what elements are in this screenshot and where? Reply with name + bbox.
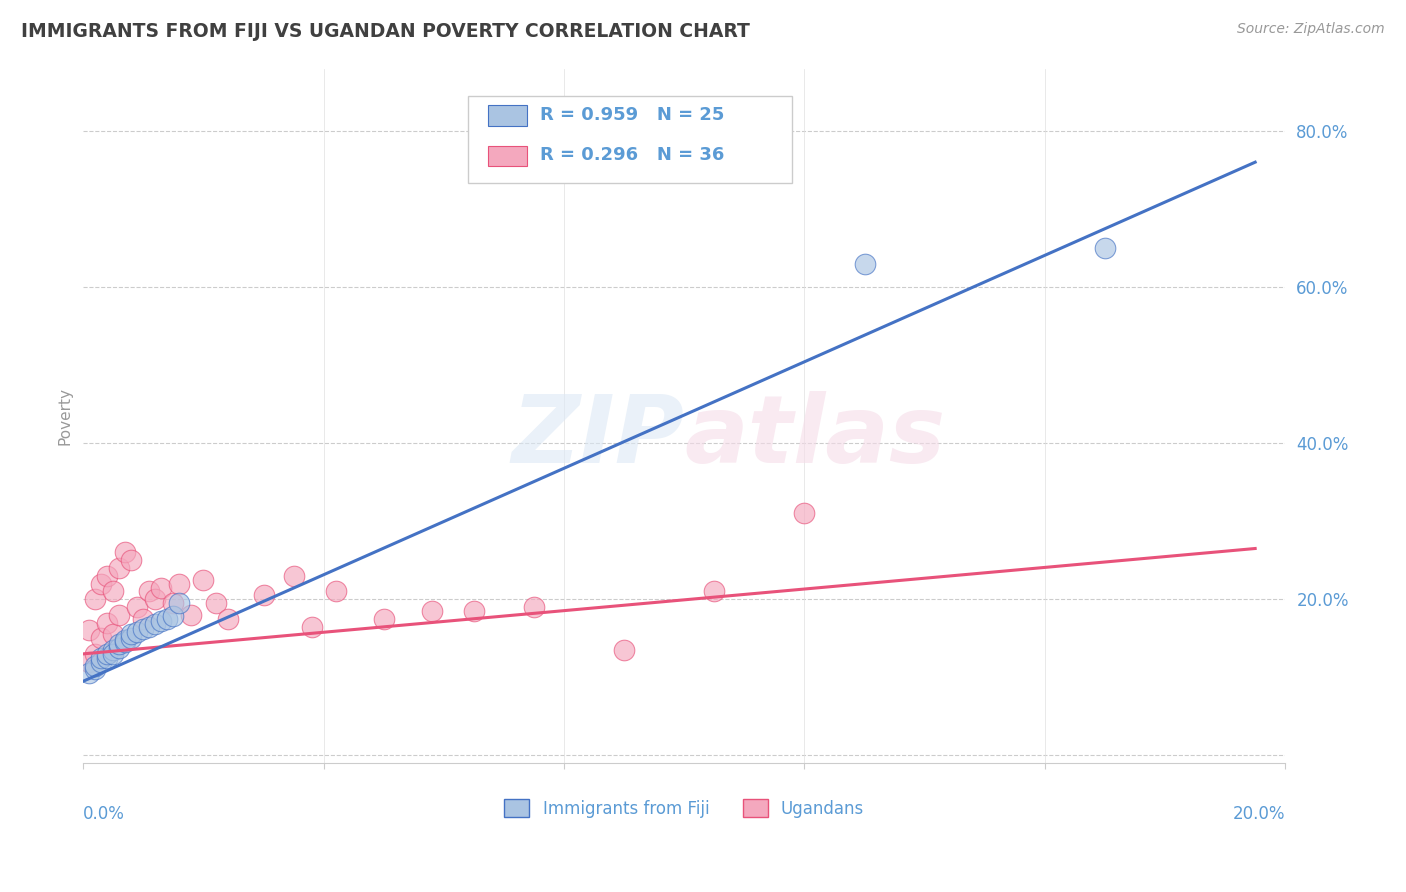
Point	[90, 576, 112, 591]
Point	[114, 545, 136, 559]
Point	[180, 607, 202, 622]
Point	[132, 622, 155, 636]
Point	[204, 596, 226, 610]
Point	[150, 614, 173, 628]
Point	[108, 638, 131, 652]
Text: R = 0.296   N = 36: R = 0.296 N = 36	[540, 146, 724, 164]
Point	[217, 612, 239, 626]
Point	[96, 569, 118, 583]
Text: Source: ZipAtlas.com: Source: ZipAtlas.com	[1237, 22, 1385, 37]
Point	[463, 604, 485, 618]
Point	[96, 647, 118, 661]
Point	[523, 600, 546, 615]
FancyBboxPatch shape	[488, 145, 527, 167]
Point	[103, 647, 125, 661]
Point	[79, 655, 101, 669]
Point	[252, 588, 274, 602]
Point	[114, 632, 136, 647]
Y-axis label: Poverty: Poverty	[58, 387, 72, 445]
FancyBboxPatch shape	[488, 105, 527, 126]
FancyBboxPatch shape	[468, 96, 793, 183]
Point	[108, 640, 131, 655]
Point	[114, 635, 136, 649]
Point	[127, 600, 149, 615]
Point	[103, 627, 125, 641]
Text: IMMIGRANTS FROM FIJI VS UGANDAN POVERTY CORRELATION CHART: IMMIGRANTS FROM FIJI VS UGANDAN POVERTY …	[21, 22, 749, 41]
Point	[156, 612, 179, 626]
Point	[103, 643, 125, 657]
Point	[120, 627, 142, 641]
Point	[108, 607, 131, 622]
Point	[162, 596, 184, 610]
Point	[103, 584, 125, 599]
Point	[120, 632, 142, 646]
Point	[1094, 241, 1116, 255]
Point	[96, 615, 118, 630]
Point	[301, 619, 323, 633]
Point	[793, 507, 815, 521]
Text: ZIP: ZIP	[512, 391, 685, 483]
Point	[373, 612, 395, 626]
Point	[325, 584, 347, 599]
Point	[84, 647, 107, 661]
Point	[90, 650, 112, 665]
Point	[138, 584, 160, 599]
Legend: Immigrants from Fiji, Ugandans: Immigrants from Fiji, Ugandans	[498, 793, 870, 824]
Point	[138, 619, 160, 633]
Point	[169, 596, 191, 610]
Point	[90, 632, 112, 646]
Point	[853, 257, 876, 271]
Text: R = 0.959   N = 25: R = 0.959 N = 25	[540, 106, 724, 124]
Point	[193, 573, 215, 587]
Text: 20.0%: 20.0%	[1233, 805, 1285, 822]
Point	[420, 604, 443, 618]
Point	[79, 624, 101, 638]
Point	[96, 650, 118, 665]
Point	[108, 561, 131, 575]
Point	[145, 592, 167, 607]
Point	[145, 617, 167, 632]
Point	[84, 658, 107, 673]
Point	[169, 576, 191, 591]
Point	[132, 612, 155, 626]
Point	[84, 663, 107, 677]
Point	[162, 609, 184, 624]
Point	[84, 592, 107, 607]
Text: atlas: atlas	[685, 391, 945, 483]
Point	[120, 553, 142, 567]
Text: 0.0%: 0.0%	[83, 805, 125, 822]
Point	[283, 569, 305, 583]
Point	[79, 666, 101, 681]
Point	[703, 584, 725, 599]
Point	[613, 643, 636, 657]
Point	[90, 655, 112, 669]
Point	[127, 625, 149, 640]
Point	[150, 581, 173, 595]
